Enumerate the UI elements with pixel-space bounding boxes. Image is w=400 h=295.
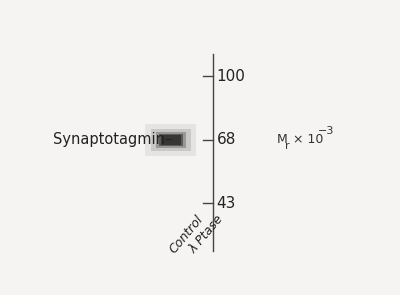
- Text: 68: 68: [216, 132, 236, 148]
- Bar: [159, 134, 183, 146]
- Text: Control: Control: [167, 213, 206, 256]
- Bar: [161, 135, 181, 145]
- Text: −3: −3: [318, 126, 334, 136]
- Text: r: r: [285, 141, 290, 150]
- Text: λ Ptase: λ Ptase: [187, 212, 226, 256]
- Text: Synaptotagmin–: Synaptotagmin–: [53, 132, 172, 148]
- Text: 43: 43: [216, 196, 236, 211]
- Bar: [151, 129, 191, 151]
- Bar: [145, 124, 196, 155]
- Text: × 10: × 10: [289, 133, 324, 146]
- Text: 100: 100: [216, 69, 245, 84]
- Text: M: M: [276, 133, 287, 146]
- Bar: [156, 132, 186, 148]
